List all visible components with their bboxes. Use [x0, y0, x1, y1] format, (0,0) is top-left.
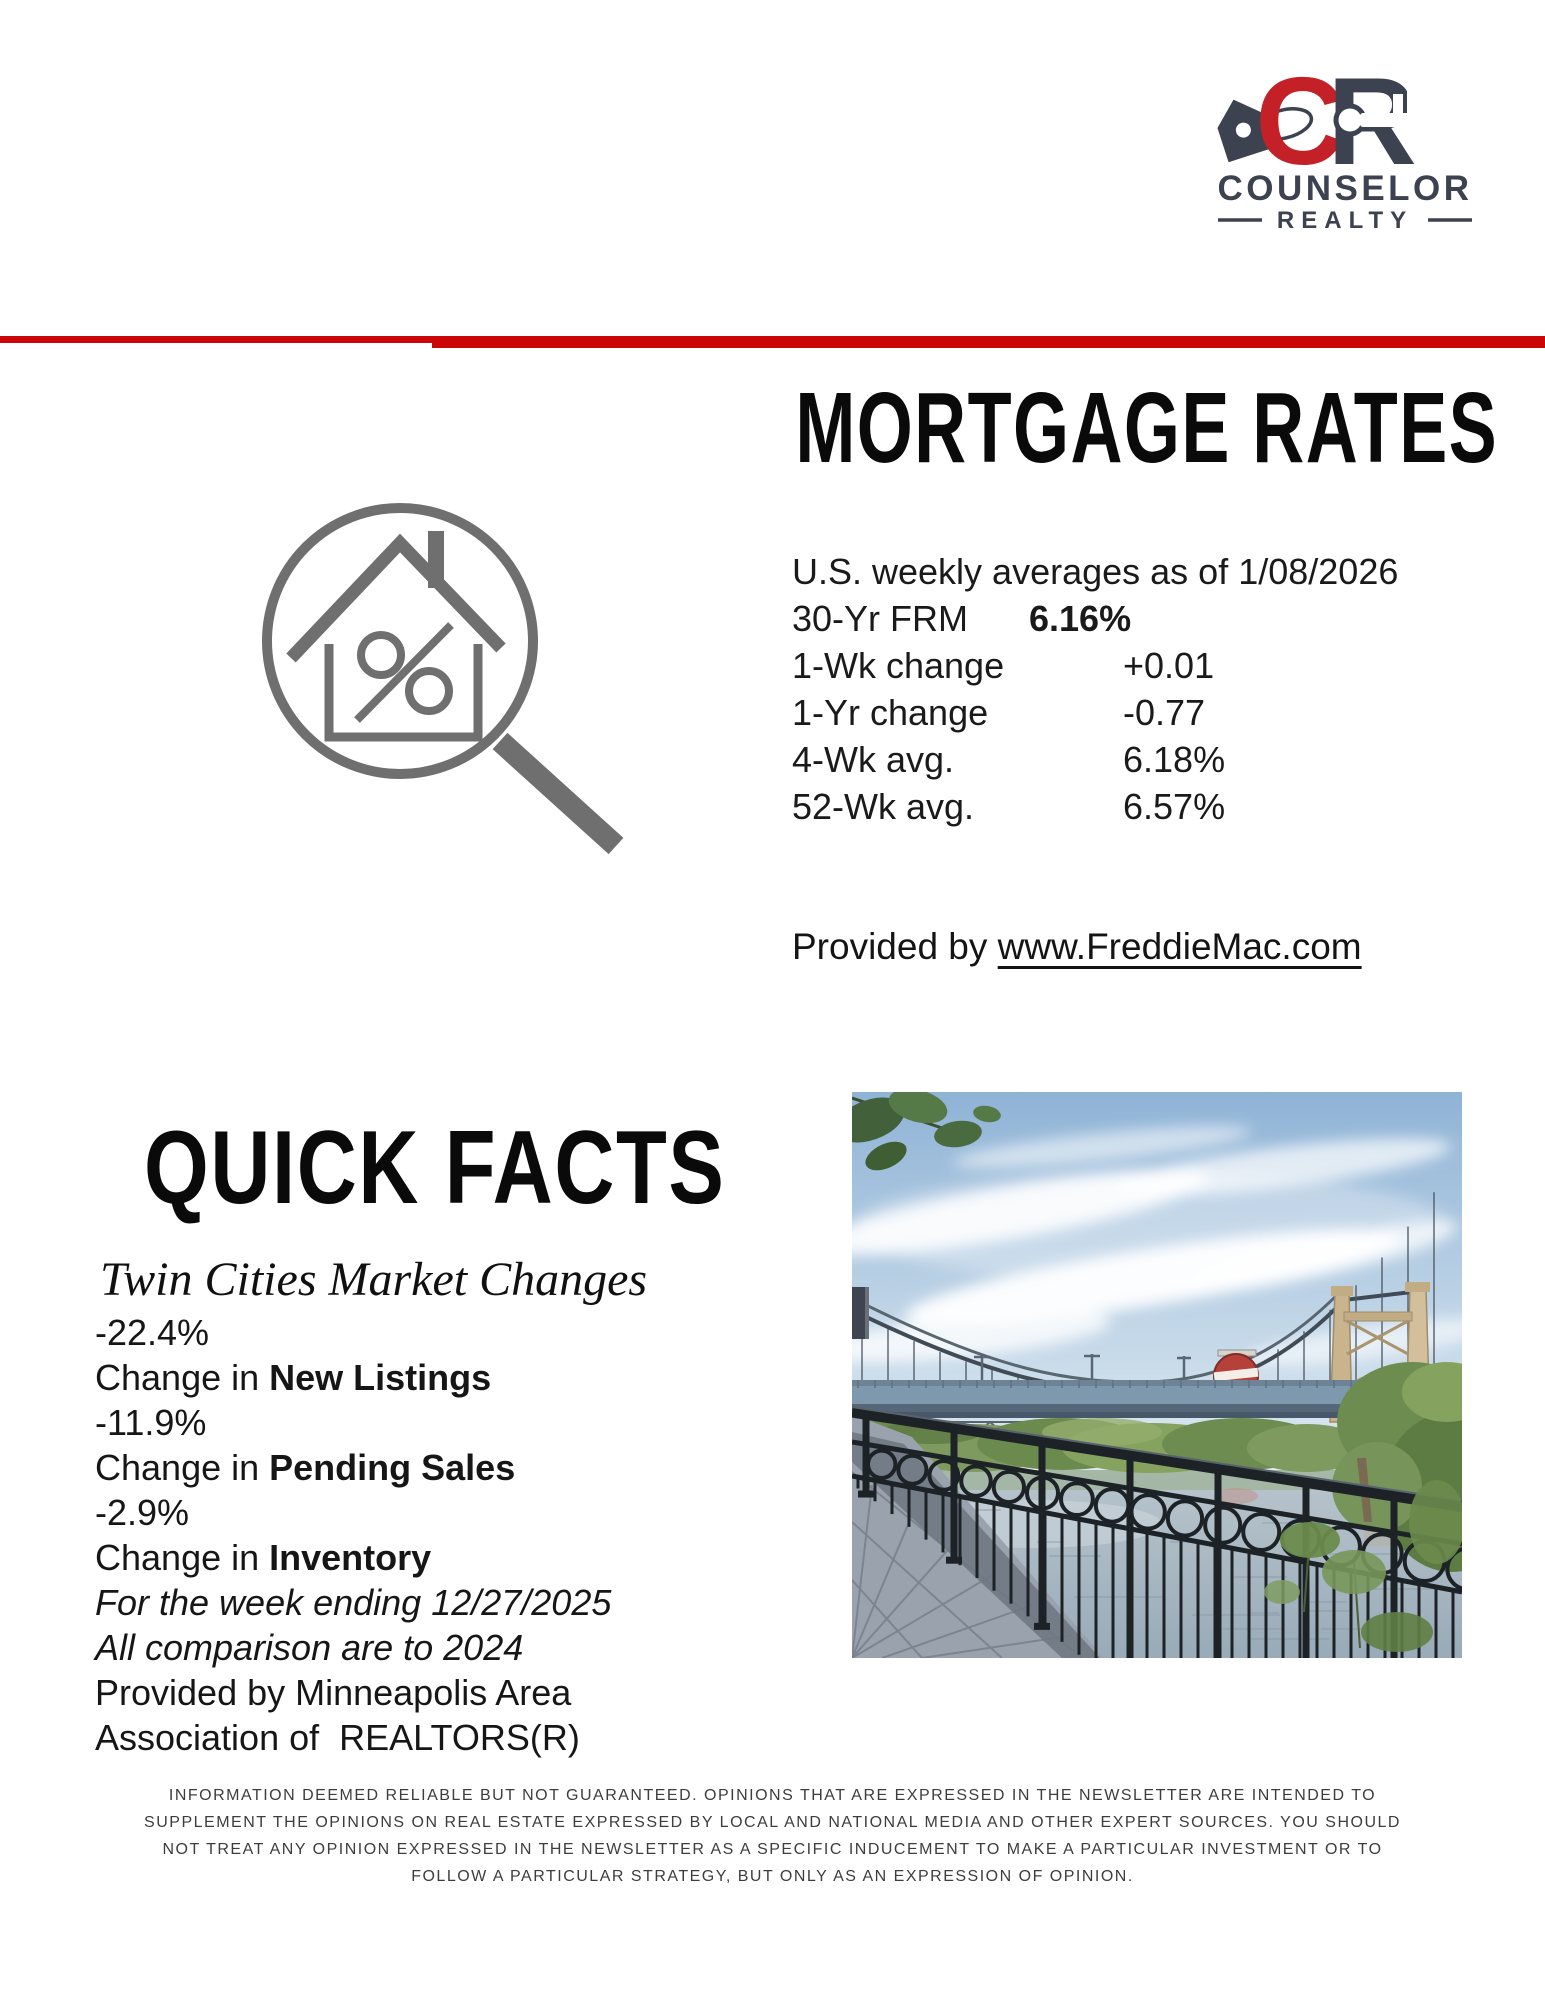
stat-label: Change in Pending Sales [95, 1447, 516, 1488]
rate-row-frm: 30-Yr FRM 6.16% [792, 595, 1398, 642]
week-ending-note: For the week ending 12/27/2025 [95, 1582, 612, 1623]
stat-value: -2.9% [95, 1492, 190, 1533]
disclaimer-line: NOT TREAT ANY OPINION EXPRESSED IN THE N… [162, 1841, 1383, 1858]
rate-row: 4-Wk avg. 6.18% [792, 736, 1398, 783]
rate-label: 4-Wk avg. [792, 739, 955, 780]
stat-label: Change in New Listings [95, 1357, 492, 1398]
counselor-realty-logo: C R COUNSELOR REALTY [1200, 53, 1490, 237]
rate-row: 52-Wk avg. 6.57% [792, 783, 1398, 830]
logo-letter-c: C [1255, 62, 1345, 191]
disclaimer-line: INFORMATION DEEMED RELIABLE BUT NOT GUAR… [168, 1787, 1377, 1804]
stat-value: -22.4% [95, 1312, 210, 1353]
disclaimer-line: SUPPLEMENT THE OPINIONS ON REAL ESTATE E… [144, 1814, 1401, 1831]
stats-source-line-1: Provided by Minneapolis Area [95, 1672, 572, 1713]
riverfront-bridge-photo [852, 1092, 1462, 1658]
market-stats-list: -22.4% Change in New Listings -11.9% Cha… [95, 1310, 611, 1760]
house-percent-magnifier-icon [248, 486, 640, 871]
rate-label: 52-Wk avg. [792, 786, 975, 827]
rate-value: 6.16% [1029, 598, 1132, 639]
rate-value: 6.18% [1123, 739, 1226, 780]
stats-source-line-2: Association of REALTORS(R) [95, 1717, 580, 1758]
rate-label: 1-Yr change [792, 692, 989, 733]
logo-wordmark: COUNSELOR [1217, 169, 1472, 208]
legal-disclaimer: INFORMATION DEEMED RELIABLE BUT NOT GUAR… [144, 1782, 1401, 1890]
red-divider-right [432, 336, 1545, 348]
logo-subword: REALTY [1277, 207, 1413, 234]
rate-value: 6.57% [1123, 786, 1226, 827]
rates-source-line: Provided by www.FreddieMac.com [792, 926, 1362, 968]
freddiemac-link[interactable]: www.FreddieMac.com [997, 926, 1362, 967]
rate-row: 1-Yr change -0.77 [792, 689, 1398, 736]
disclaimer-line: FOLLOW A PARTICULAR STRATEGY, BUT ONLY A… [411, 1868, 1134, 1885]
rate-row: 1-Wk change +0.01 [792, 642, 1398, 689]
mortgage-rates-table: U.S. weekly averages as of 1/08/2026 30-… [792, 548, 1398, 830]
quick-facts-title: QUICK FACTS [144, 1110, 726, 1226]
mortgage-rates-title: MORTGAGE RATES [795, 372, 1498, 484]
comparison-note: All comparison are to 2024 [95, 1627, 524, 1668]
rate-label: 30-Yr FRM [792, 598, 969, 639]
stat-label: Change in Inventory [95, 1537, 432, 1578]
cr-key-logo-icon: C R COUNSELOR REALTY [1217, 53, 1472, 234]
stat-value: -11.9% [95, 1402, 207, 1443]
rate-label: 1-Wk change [792, 645, 1005, 686]
rates-intro-line: U.S. weekly averages as of 1/08/2026 [792, 551, 1399, 592]
red-divider-left [0, 336, 432, 343]
rate-value: -0.77 [1123, 692, 1206, 733]
provided-by-text: Provided by [792, 926, 998, 967]
quick-facts-subtitle: Twin Cities Market Changes [100, 1253, 648, 1306]
rate-value: +0.01 [1123, 645, 1215, 686]
